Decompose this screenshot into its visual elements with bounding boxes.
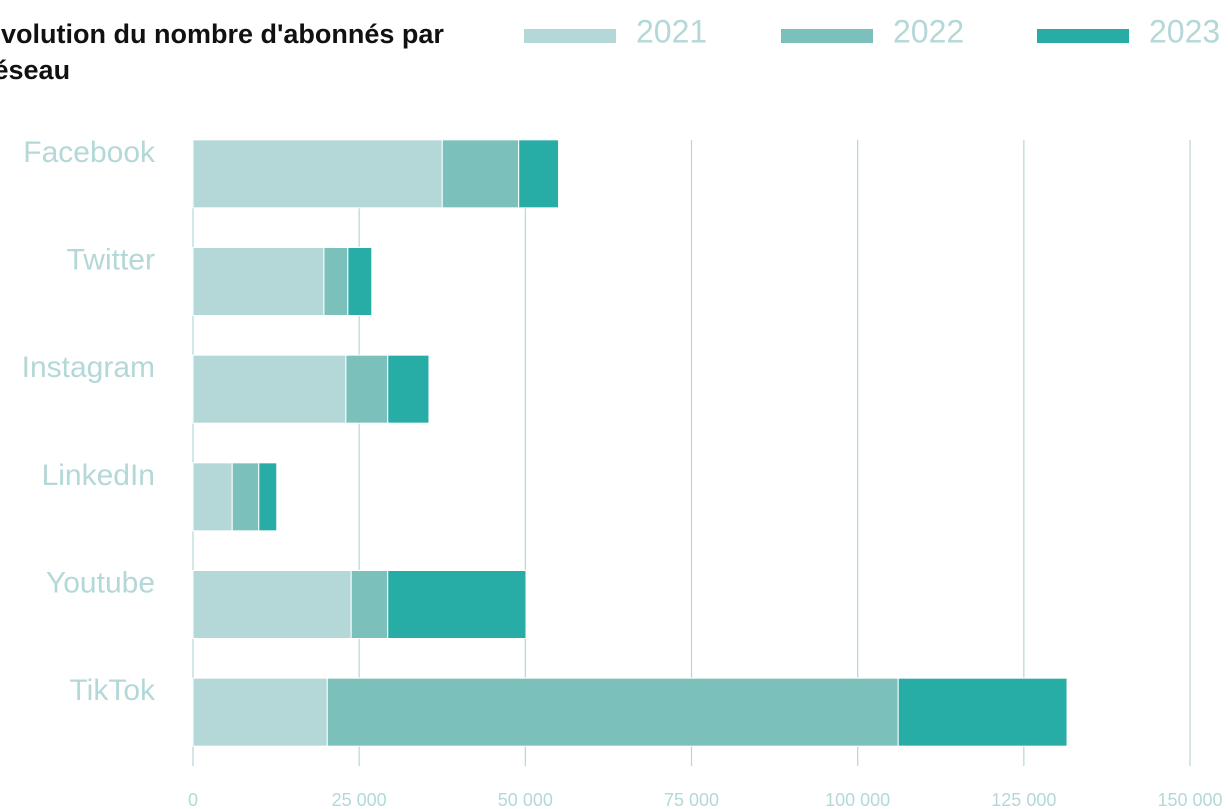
bar-segment <box>192 354 347 424</box>
x-tick-label: 100 000 <box>825 790 890 809</box>
bar-segment <box>387 570 527 639</box>
bar-segment <box>323 247 349 316</box>
x-tick-label: 125 000 <box>991 790 1056 809</box>
bar-segment <box>258 462 278 532</box>
bar-segment <box>192 677 328 747</box>
legend-swatch <box>1037 29 1129 43</box>
bar-segment <box>345 354 389 424</box>
bar-segment <box>231 462 260 532</box>
y-tick-label: Youtube <box>46 566 155 599</box>
legend-label: 2021 <box>636 13 707 49</box>
bar-segment <box>192 139 443 209</box>
x-tick-label: 150 000 <box>1157 790 1222 809</box>
bar-segment <box>192 462 233 532</box>
y-tick-label: Facebook <box>23 136 156 169</box>
legend-swatch <box>781 29 873 43</box>
bar-segment <box>326 677 899 747</box>
y-tick-label: Twitter <box>67 243 155 276</box>
legend-label: 2023 <box>1149 13 1220 49</box>
bar-segment <box>897 677 1068 747</box>
legend-swatch <box>524 29 616 43</box>
y-tick-label: Instagram <box>22 351 155 384</box>
bar-segment <box>518 139 560 209</box>
x-tick-label: 25 000 <box>332 790 387 809</box>
x-tick-label: 50 000 <box>498 790 553 809</box>
bar-segment <box>441 139 520 209</box>
legend-label: 2022 <box>893 13 964 49</box>
bar-segment <box>347 247 373 316</box>
y-tick-label: LinkedIn <box>42 459 155 492</box>
bar-segment <box>192 247 325 316</box>
bar-segment <box>350 570 389 639</box>
bar-segment <box>192 570 352 639</box>
y-tick-label: TikTok <box>69 674 156 707</box>
x-tick-label: 0 <box>188 790 198 809</box>
bar-segment <box>387 354 430 424</box>
x-tick-label: 75 000 <box>664 790 719 809</box>
